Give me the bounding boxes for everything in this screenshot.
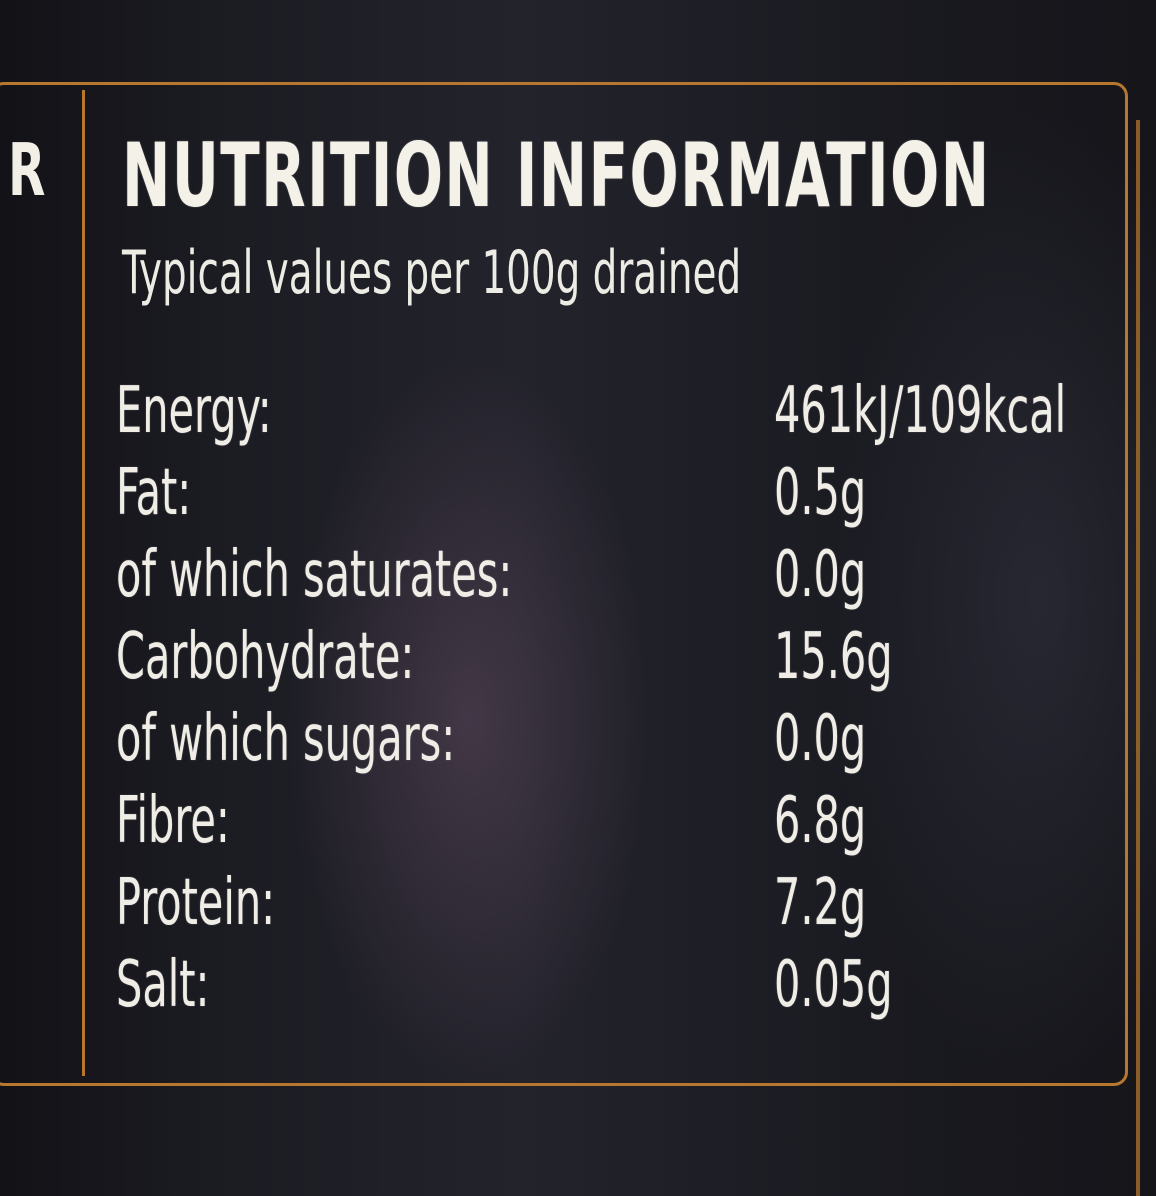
label-frame [0, 82, 1128, 1086]
frame-divider [82, 90, 85, 1076]
nutrition-row-energy: Energy: 461kJ/109kcal [112, 374, 1102, 456]
nutrition-table: Energy: 461kJ/109kcal Fat: 0.5g of which… [112, 374, 1102, 1030]
nutrient-value: 15.6g [774, 620, 893, 694]
nutrient-value: 6.8g [774, 784, 867, 858]
nutrient-value: 0.0g [774, 538, 867, 612]
nutrition-row-fat: Fat: 0.5g [112, 456, 1102, 538]
nutrient-value: 0.05g [774, 948, 893, 1022]
nutrition-row-salt: Salt: 0.05g [112, 948, 1102, 1030]
nutrient-value: 0.0g [774, 702, 867, 776]
nutrition-row-saturates: of which saturates: 0.0g [112, 538, 1102, 620]
nutrient-label: Energy: [116, 374, 272, 448]
nutrient-value: 7.2g [774, 866, 867, 940]
nutrient-label: of which sugars: [116, 702, 456, 776]
nutrition-row-carbohydrate: Carbohydrate: 15.6g [112, 620, 1102, 702]
nutrient-label: Salt: [116, 948, 210, 1022]
nutrition-row-protein: Protein: 7.2g [112, 866, 1102, 948]
nutrition-row-sugars: of which sugars: 0.0g [112, 702, 1102, 784]
nutrient-label: Carbohydrate: [116, 620, 415, 694]
nutrient-label: Fibre: [116, 784, 230, 858]
nutrient-value: 0.5g [774, 456, 867, 530]
nutrient-label: of which saturates: [116, 538, 513, 612]
nutrition-title: NUTRITION INFORMATION [122, 124, 991, 227]
frame-edge [1136, 120, 1140, 1196]
nutrition-row-fibre: Fibre: 6.8g [112, 784, 1102, 866]
nutrition-subtitle: Typical values per 100g drained [122, 238, 742, 308]
nutrient-value: 461kJ/109kcal [774, 374, 1067, 448]
adjacent-panel-letter: R [8, 128, 46, 212]
nutrient-label: Fat: [116, 456, 192, 530]
nutrient-label: Protein: [116, 866, 276, 940]
